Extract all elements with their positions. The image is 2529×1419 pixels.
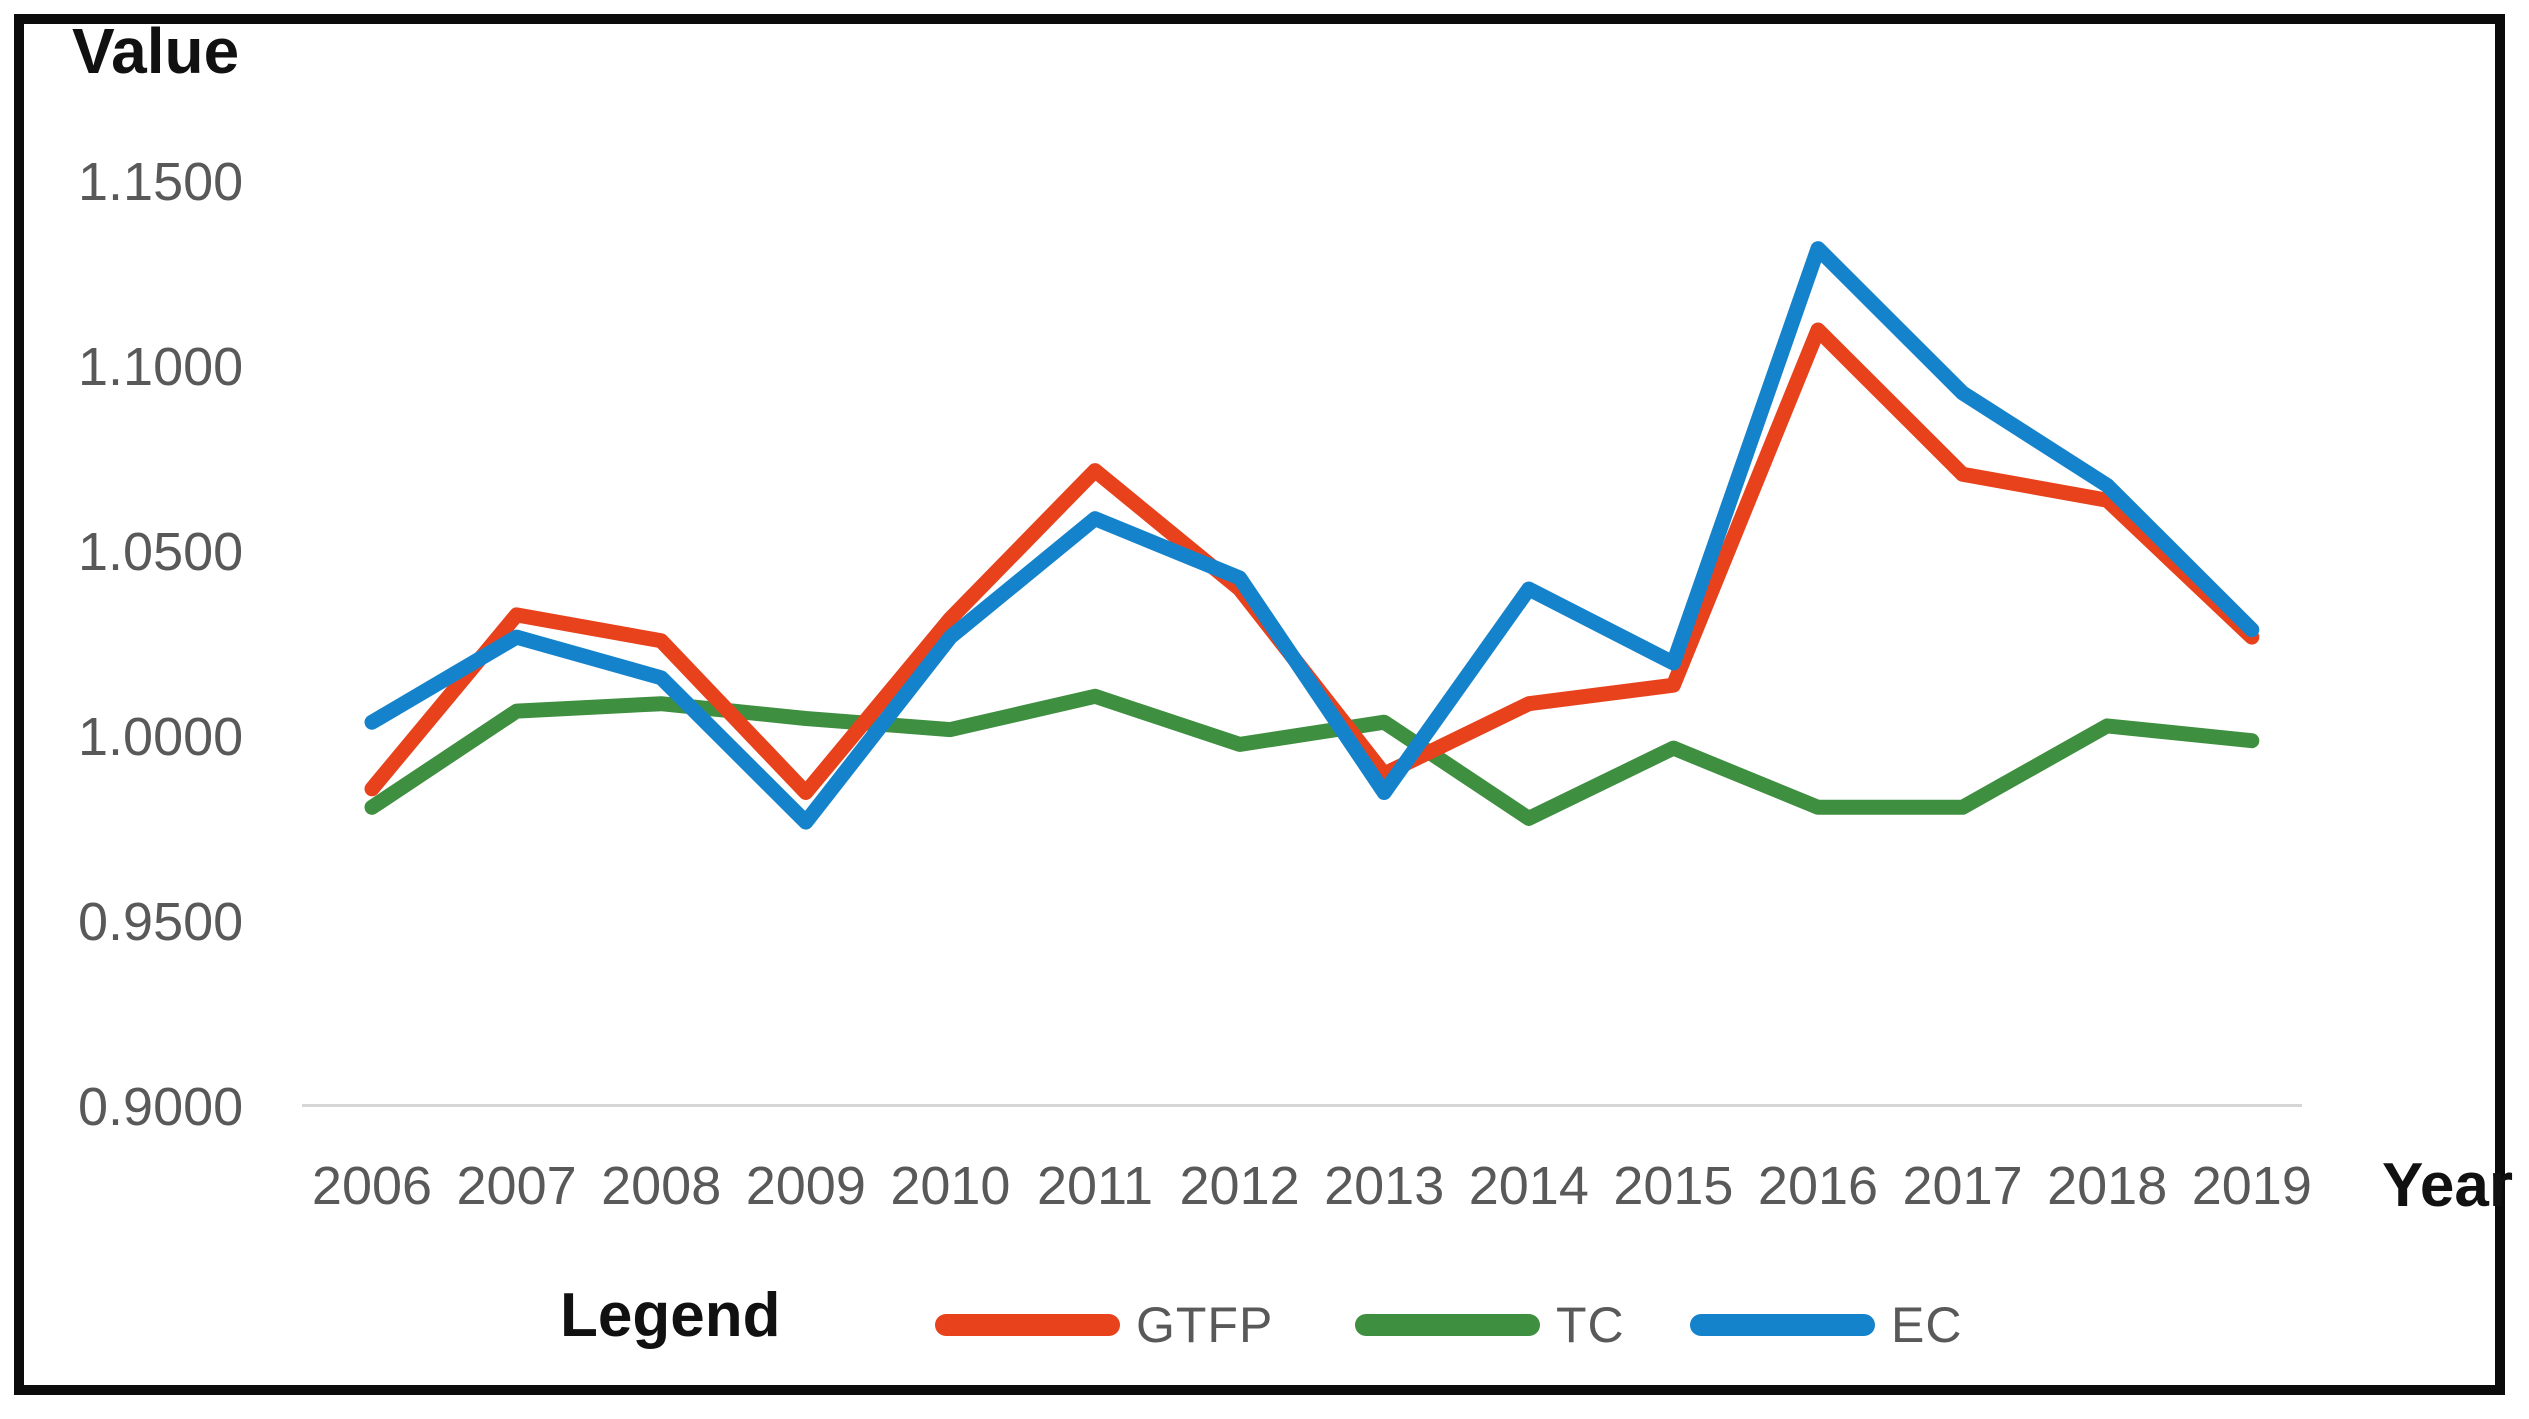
- x-tick-label: 2017: [1902, 1156, 2023, 1216]
- x-tick-label: 2011: [1036, 1156, 1154, 1216]
- x-tick-label: 2007: [456, 1156, 577, 1216]
- x-axis-title: Year: [2382, 1151, 2514, 1220]
- legend-item-ec: EC: [1690, 1296, 1962, 1354]
- legend-label-gtfp: GTFP: [1136, 1297, 1274, 1353]
- tc-series-swatch-icon: [1355, 1314, 1540, 1336]
- x-tick-label: 2019: [2191, 1156, 2312, 1216]
- chart-border-frame: [14, 14, 2505, 1395]
- x-tick-label: 2006: [311, 1156, 433, 1216]
- x-tick-label: 2018: [2047, 1156, 2168, 1216]
- ec-series-swatch-icon: [1690, 1314, 1875, 1336]
- x-tick-label: 2008: [601, 1156, 722, 1216]
- legend-title: Legend: [560, 1281, 781, 1350]
- x-tick-label: 2012: [1179, 1156, 1300, 1216]
- y-tick-label: 1.1500: [78, 152, 244, 212]
- legend-label-ec: EC: [1891, 1297, 1963, 1353]
- legend-item-gtfp: GTFP: [935, 1296, 1273, 1354]
- x-tick-label: 2015: [1613, 1156, 1734, 1216]
- x-tick-label: 2013: [1324, 1156, 1445, 1216]
- y-axis-title: Value: [72, 15, 240, 87]
- y-tick-label: 0.9500: [78, 892, 244, 952]
- gtfp-series-swatch-icon: [935, 1314, 1120, 1336]
- x-tick-label: 2010: [890, 1156, 1011, 1216]
- y-tick-label: 0.9000: [78, 1077, 244, 1137]
- x-tick-label: 2009: [745, 1156, 866, 1216]
- x-tick-label: 2014: [1468, 1156, 1589, 1216]
- series-line-ec: [364, 241, 2260, 830]
- legend-item-tc: TC: [1355, 1296, 1625, 1354]
- y-tick-label: 1.0000: [78, 707, 244, 767]
- x-axis-gridline: [302, 1104, 2302, 1107]
- legend-label-tc: TC: [1556, 1297, 1625, 1353]
- x-tick-label: 2016: [1757, 1156, 1879, 1216]
- y-tick-label: 1.0500: [78, 522, 244, 582]
- series-line-tc: [364, 688, 2260, 826]
- y-tick-label: 1.1000: [78, 337, 244, 397]
